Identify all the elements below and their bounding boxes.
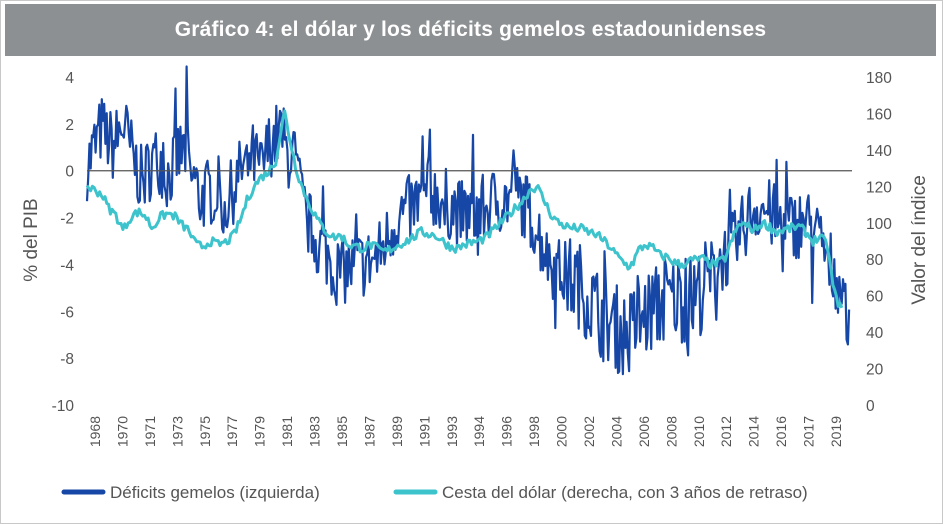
x-tick-label: 2006 <box>636 416 652 447</box>
x-axis: 1968 1970 1971 1973 1975 1977 1979 1981 1983 1985… <box>87 416 844 447</box>
right-tick-label: 80 <box>866 252 884 269</box>
x-tick-label: 2019 <box>828 416 844 447</box>
left-tick-label: 4 <box>65 70 74 87</box>
left-tick-label: -8 <box>60 351 74 368</box>
x-tick-label: 1993 <box>444 416 460 447</box>
right-tick-label: 40 <box>866 325 884 342</box>
series-deficit-line <box>85 65 851 376</box>
left-axis: 4 2 0 -2 -4 -6 -8 -10 <box>52 70 75 415</box>
right-axis-label: Valor del índice <box>909 175 930 305</box>
right-tick-label: 160 <box>866 106 892 123</box>
x-tick-label: 1970 <box>114 416 130 447</box>
x-tick-label: 1998 <box>526 416 542 447</box>
right-axis: 180 160 140 120 100 80 60 40 20 0 <box>866 70 892 415</box>
left-tick-label: 2 <box>65 117 74 134</box>
x-tick-label: 1973 <box>169 416 185 447</box>
right-tick-label: 100 <box>866 216 892 233</box>
x-tick-label: 2012 <box>718 416 734 447</box>
series-dollar-line <box>85 109 844 309</box>
x-tick-label: 2010 <box>691 416 707 447</box>
right-tick-label: 20 <box>866 362 884 379</box>
x-tick-label: 2014 <box>746 416 762 447</box>
right-tick-label: 0 <box>866 398 875 415</box>
x-tick-label: 1968 <box>87 416 103 447</box>
x-tick-label: 1994 <box>471 416 487 447</box>
legend-label-dollar: Cesta del dólar (derecha, con 3 años de … <box>442 483 808 502</box>
x-tick-label: 2017 <box>801 416 817 447</box>
x-tick-label: 2016 <box>773 416 789 447</box>
x-tick-label: 1979 <box>252 416 268 447</box>
right-tick-label: 60 <box>866 289 884 306</box>
x-tick-label: 1996 <box>499 416 515 447</box>
x-tick-label: 2000 <box>554 416 570 447</box>
x-tick-label: 2002 <box>581 416 597 447</box>
chart-title-bar: Gráfico 4: el dólar y los déficits gemel… <box>5 4 936 56</box>
left-tick-label: -10 <box>52 398 75 415</box>
right-tick-label: 120 <box>866 179 892 196</box>
left-tick-label: -4 <box>60 257 74 274</box>
x-tick-label: 2004 <box>608 416 624 447</box>
x-tick-label: 1989 <box>389 416 405 447</box>
x-tick-label: 1987 <box>361 416 377 447</box>
legend: Déficits gemelos (izquierda) Cesta del d… <box>61 483 808 502</box>
x-tick-label: 1985 <box>334 416 350 447</box>
x-tick-label: 1977 <box>224 416 240 447</box>
left-axis-label: % del PIB <box>21 198 42 281</box>
right-tick-label: 140 <box>866 143 892 160</box>
x-tick-label: 1975 <box>197 416 213 447</box>
left-tick-label: -2 <box>60 211 74 228</box>
legend-label-deficit: Déficits gemelos (izquierda) <box>110 483 320 502</box>
x-tick-label: 2008 <box>663 416 679 447</box>
x-tick-label: 1983 <box>307 416 323 447</box>
plot-area <box>85 65 852 376</box>
left-tick-label: -6 <box>60 304 74 321</box>
x-tick-label: 1971 <box>142 416 158 447</box>
x-tick-label: 1981 <box>279 416 295 447</box>
x-tick-label: 1991 <box>416 416 432 447</box>
chart-title: Gráfico 4: el dólar y los déficits gemel… <box>174 18 767 41</box>
right-tick-label: 180 <box>866 70 892 87</box>
left-tick-label: 0 <box>65 164 74 181</box>
